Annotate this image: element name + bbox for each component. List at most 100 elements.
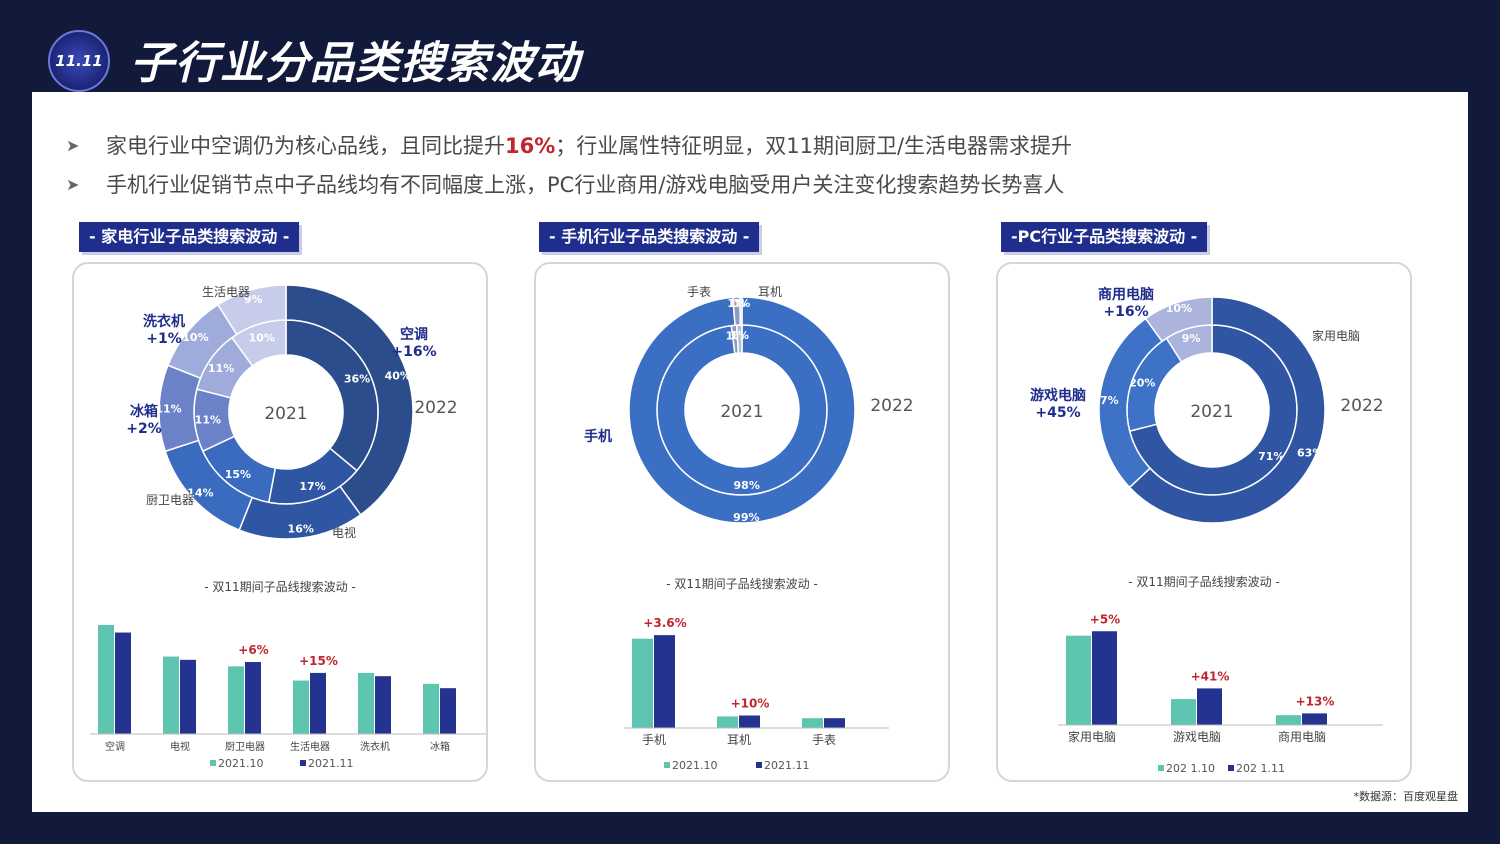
- bar-2021-10: [717, 716, 738, 728]
- outer-ring-pct-label: 10%: [182, 331, 208, 344]
- category-label: 耳机: [758, 285, 782, 299]
- bar-2021-11: [1302, 713, 1327, 725]
- appliance-card: 36% 17% 15% 11% 11% 10% 40% 16% 14% 11% 10% 9% 2021 2…: [72, 262, 490, 782]
- outer-ring-pct-label: 0%: [732, 297, 751, 310]
- pc-section-tag: -PC行业子品类搜索波动 -: [1001, 222, 1208, 252]
- page-title: 子行业分品类搜索波动: [130, 38, 580, 89]
- bar-2021-10: [423, 683, 439, 734]
- appliance-chart: 36% 17% 15% 11% 11% 10% 40% 16% 14% 11% 10% 9% 2021 2…: [90, 284, 490, 770]
- bar-category-label: 空调: [105, 740, 125, 753]
- category-delta-label: +45%: [1035, 405, 1080, 421]
- category-label: 洗衣机: [143, 313, 185, 330]
- outer-ring-pct-label: 14%: [187, 486, 213, 499]
- category-delta-label: +2%: [126, 421, 162, 437]
- bar-delta-label: +41%: [1191, 669, 1230, 683]
- outer-ring-year-label: 2022: [1340, 396, 1383, 416]
- inner-ring-year-label: 2021: [1190, 402, 1233, 422]
- bar-2021-11: [739, 715, 760, 728]
- data-source-note: *数据源：百度观星盘: [1353, 790, 1459, 803]
- category-label: 冰箱: [130, 403, 158, 420]
- inner-ring-pct-label: 11%: [195, 413, 221, 426]
- phone-section-tag: - 手机行业子品类搜索波动 -: [539, 222, 760, 252]
- outer-ring-slice-2: [739, 296, 743, 326]
- inner-ring-pct-label: 20%: [1129, 376, 1155, 389]
- category-label: 空调: [400, 326, 428, 343]
- bullet-2: ➤ 手机行业促销节点中子品线均有不同幅度上涨，PC行业商用/游戏电脑受用户关注变…: [66, 169, 1064, 199]
- category-label: 生活电器: [202, 285, 250, 299]
- inner-ring-year-label: 2021: [720, 402, 763, 422]
- bar-category-label: 冰箱: [430, 740, 450, 753]
- inner-ring-pct-label: 1%: [730, 329, 749, 342]
- legend-label: 2021.11: [764, 759, 810, 772]
- bar-2021-11: [180, 659, 196, 734]
- bar-2021-11: [654, 635, 675, 728]
- outer-ring-slice-5: [216, 284, 287, 336]
- outer-ring-pct-label: 16%: [288, 523, 314, 536]
- outer-ring-year-label: 2022: [414, 398, 457, 418]
- bar-2021-10: [1171, 699, 1196, 725]
- legend-swatch: [756, 762, 762, 768]
- legend-label: 202 1.10: [1166, 762, 1215, 775]
- bar-2021-11: [824, 718, 845, 728]
- bar-2021-10: [293, 680, 309, 734]
- bar-category-label: 电视: [170, 740, 190, 753]
- bar-category-label: 家用电脑: [1068, 729, 1116, 744]
- bar-category-label: 游戏电脑: [1173, 730, 1221, 744]
- outer-ring-year-label: 2022: [870, 396, 913, 416]
- arrow-bullet-icon: ➤: [66, 174, 80, 194]
- bullet-2-text: 手机行业促销节点中子品线均有不同幅度上涨，PC行业商用/游戏电脑受用户关注变化搜…: [106, 173, 1065, 197]
- legend-label: 202 1.11: [1236, 762, 1285, 775]
- bar-category-label: 生活电器: [290, 740, 330, 753]
- outer-ring-pct-label: 9%: [244, 293, 263, 306]
- bar-2021-10: [163, 656, 179, 734]
- bar-2021-11: [375, 676, 391, 734]
- bar-2021-10: [228, 666, 244, 734]
- legend-swatch: [210, 760, 216, 766]
- outer-ring-pct-label: 10%: [1166, 302, 1192, 315]
- bar-2021-10: [1276, 715, 1301, 725]
- appliance-section-tag: - 家电行业子品类搜索波动 -: [79, 222, 300, 252]
- bar-2021-11: [1092, 631, 1117, 725]
- legend-swatch: [664, 762, 670, 768]
- category-label: 电视: [332, 525, 356, 540]
- bar-category-label: 厨卫电器: [225, 740, 265, 753]
- bar-2021-10: [1066, 635, 1091, 725]
- bar-2021-11: [115, 632, 131, 734]
- phone-card: 98% 1% 1% 99% 1% 0% 2021 2022 手机 手表 耳机 - 双11期间子品线搜索…: [534, 262, 950, 782]
- inner-ring-pct-label: 98%: [734, 479, 760, 492]
- legend-swatch: [300, 760, 306, 766]
- bar-2021-10: [98, 624, 114, 734]
- bar-2021-10: [802, 718, 823, 728]
- category-label: 手表: [687, 285, 711, 299]
- bar-chart-title: - 双11期间子品线搜索波动 -: [1128, 574, 1280, 589]
- legend-label: 2021.11: [308, 757, 354, 770]
- category-label: 商用电脑: [1098, 286, 1154, 303]
- bar-chart-title: - 双11期间子品线搜索波动 -: [666, 576, 818, 591]
- bar-delta-label: +10%: [731, 697, 770, 711]
- bar-delta-label: +6%: [238, 643, 268, 657]
- event-logo: 11.11: [48, 30, 110, 92]
- category-label: 厨卫电器: [146, 493, 194, 507]
- bar-category-label: 手机: [642, 733, 666, 747]
- legend-swatch: [1228, 765, 1234, 771]
- content-panel: ➤ 家电行业中空调仍为核心品线，且同比提升16%；行业属性特征明显，双11期间厨…: [32, 92, 1468, 812]
- pc-chart: 71%20%9%63%27%10%2021 2022家用电脑游戏电脑+45%商用电…: [1030, 286, 1384, 775]
- inner-ring-pct-label: 9%: [1182, 332, 1201, 345]
- category-delta-label: +1%: [146, 331, 182, 347]
- inner-ring-pct-label: 15%: [225, 468, 251, 481]
- inner-ring-pct-label: 10%: [249, 331, 275, 344]
- outer-ring-slice-0: [285, 284, 414, 516]
- bar-category-label: 洗衣机: [360, 740, 390, 753]
- bar-chart-title: - 双11期间子品线搜索波动 -: [204, 579, 356, 594]
- category-label: 手机: [584, 428, 612, 445]
- outer-ring-slice-2: [1144, 296, 1213, 343]
- bar-2021-10: [358, 672, 374, 734]
- bar-2021-11: [440, 688, 456, 734]
- bar-2021-10: [632, 638, 653, 728]
- legend-label: 2021.10: [218, 757, 264, 770]
- legend-label: 2021.10: [672, 759, 718, 772]
- inner-ring-pct-label: 11%: [208, 362, 234, 375]
- outer-ring-pct-label: 63%: [1297, 446, 1323, 459]
- inner-ring-pct-label: 36%: [344, 373, 370, 386]
